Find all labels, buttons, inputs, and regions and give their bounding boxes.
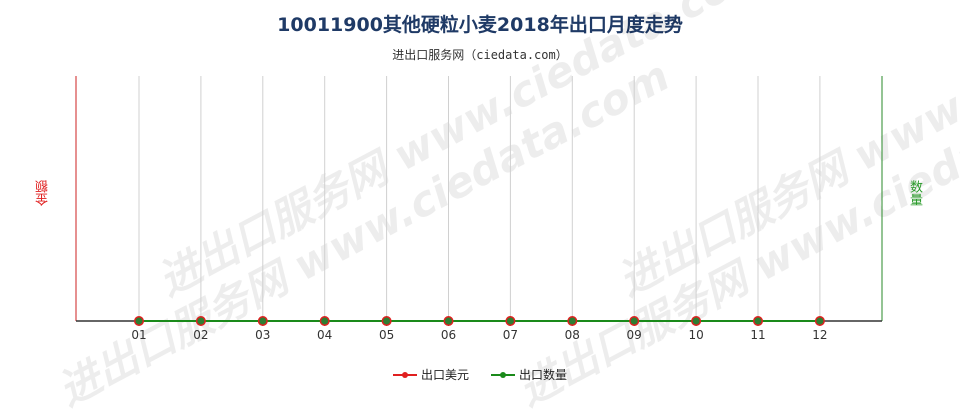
x-tick-label: 03 xyxy=(255,328,270,342)
data-point xyxy=(630,317,638,325)
legend-label: 出口美元 xyxy=(420,368,469,382)
x-tick-label: 11 xyxy=(750,328,765,342)
chart-subtitle: 进出口服务网（ciedata.com） xyxy=(392,48,568,62)
x-tick-label: 08 xyxy=(565,328,580,342)
data-point xyxy=(383,317,391,325)
data-point xyxy=(135,317,143,325)
data-point xyxy=(506,317,514,325)
data-point xyxy=(197,317,205,325)
chart-title: 10011900其他硬粒小麦2018年出口月度走势 xyxy=(277,14,683,36)
data-point xyxy=(445,317,452,325)
data-point xyxy=(321,317,329,325)
legend-swatch-red xyxy=(392,370,417,380)
x-tick-label: 07 xyxy=(503,328,518,342)
x-tick-label: 05 xyxy=(379,328,394,342)
x-tick-label: 10 xyxy=(688,328,703,342)
legend-item-export-usd[interactable]: 出口美元 xyxy=(392,366,469,383)
legend-swatch-green xyxy=(491,370,515,380)
data-point xyxy=(568,317,576,325)
data-point xyxy=(816,317,824,325)
y-axis-label-right: 数量 xyxy=(907,180,922,206)
legend: 出口美元 出口数量 xyxy=(0,366,960,383)
x-tick-label: 09 xyxy=(627,328,642,342)
x-tick-label: 12 xyxy=(812,328,827,342)
x-tick-label: 02 xyxy=(193,328,208,342)
x-tick-label: 01 xyxy=(131,328,146,342)
x-tick-label: 06 xyxy=(441,328,456,342)
data-point xyxy=(754,317,762,325)
legend-label: 出口数量 xyxy=(519,368,568,382)
chart-plot: 01 02 03 04 05 06 07 08 09 10 11 12 xyxy=(75,76,883,342)
x-tick-label: 04 xyxy=(317,328,332,342)
data-point xyxy=(259,317,267,325)
legend-item-export-quantity[interactable]: 出口数量 xyxy=(491,366,567,383)
data-point xyxy=(692,317,700,325)
